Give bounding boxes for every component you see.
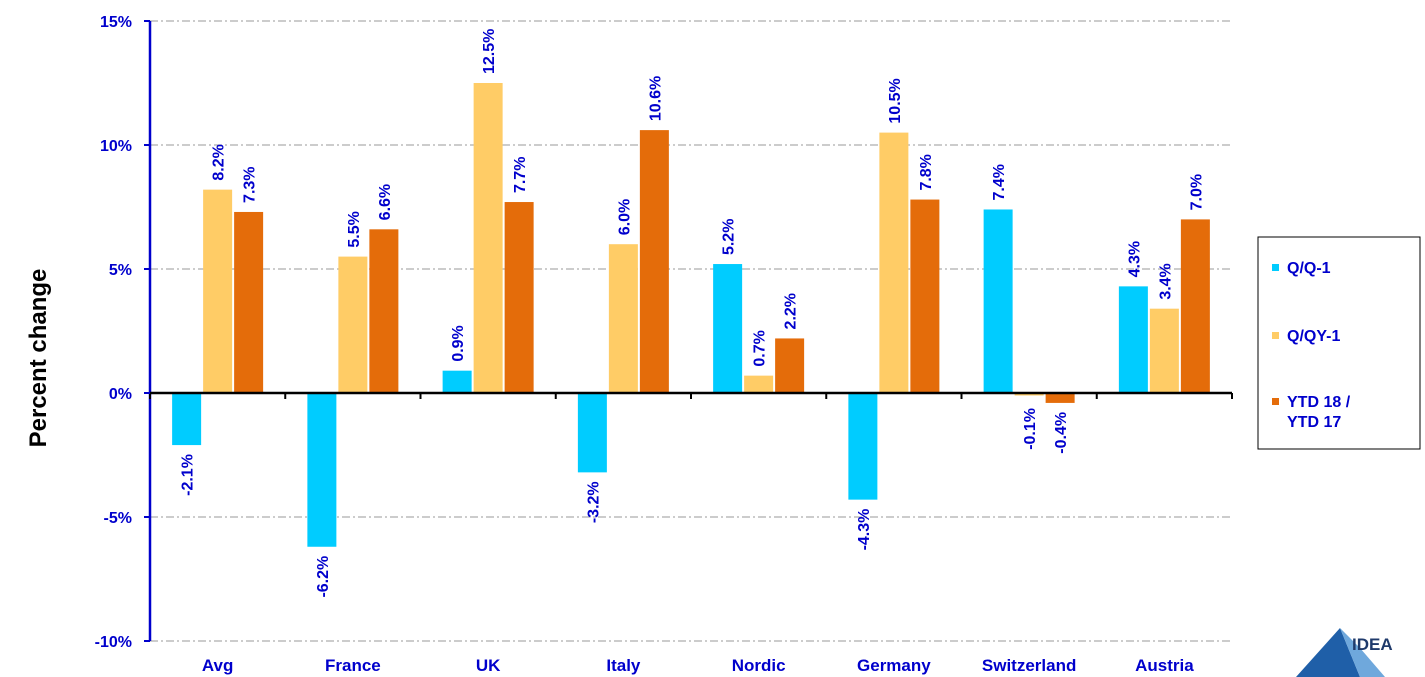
bar	[203, 189, 233, 393]
data-label: 5.5%	[346, 211, 363, 247]
data-label: 10.5%	[887, 78, 904, 123]
x-category-label: Austria	[1135, 656, 1194, 675]
idea-logo: IDEA	[1296, 628, 1393, 677]
data-label: 12.5%	[481, 29, 498, 74]
bar	[848, 393, 878, 500]
legend-swatch	[1272, 398, 1279, 405]
data-label: 7.4%	[991, 164, 1008, 200]
y-tick-label: 10%	[100, 138, 132, 155]
x-category-label: Nordic	[732, 656, 786, 675]
y-tick-label: -10%	[95, 634, 132, 651]
bar	[713, 264, 743, 393]
data-label: 7.3%	[242, 166, 259, 202]
y-axis-label: Percent change	[25, 269, 52, 448]
x-category-label: France	[325, 656, 381, 675]
data-label: -2.1%	[180, 454, 197, 496]
bar	[879, 132, 909, 393]
bar	[910, 199, 940, 393]
legend: Q/Q-1 Q/QY-1 YTD 18 / YTD 17	[1257, 236, 1421, 450]
data-label: 10.6%	[647, 76, 664, 121]
data-label: 4.3%	[1126, 241, 1143, 277]
y-ticks: -10% -5% 0% 5% 10% 15%	[95, 14, 150, 651]
legend-label: YTD 18 /	[1287, 394, 1351, 411]
data-label: 0.9%	[450, 325, 467, 361]
idea-logo-mark-light	[1340, 628, 1385, 677]
bar	[307, 393, 337, 547]
data-label: 7.8%	[918, 154, 935, 190]
idea-logo-mark-icon	[1296, 628, 1360, 677]
bar	[338, 256, 368, 393]
x-category-label: Switzerland	[982, 656, 1076, 675]
data-label: 8.2%	[211, 144, 228, 180]
bar	[442, 370, 472, 393]
legend-swatch	[1272, 332, 1279, 339]
bar	[234, 211, 264, 393]
bar	[983, 209, 1013, 393]
legend-label: Q/Q-1	[1287, 260, 1331, 277]
grid-lines	[150, 20, 1232, 642]
y-tick-label: -5%	[104, 510, 132, 527]
bars	[172, 83, 1210, 547]
bar	[639, 130, 669, 393]
legend-swatch	[1272, 264, 1279, 271]
data-label: -6.2%	[315, 556, 332, 598]
data-label: 6.0%	[616, 199, 633, 235]
bar	[1149, 308, 1179, 393]
data-label: 7.0%	[1188, 174, 1205, 210]
y-tick-label: 0%	[109, 386, 132, 403]
x-category-label: UK	[476, 656, 501, 675]
bar	[775, 338, 805, 393]
data-label: -4.3%	[856, 509, 873, 551]
x-category-label: Italy	[606, 656, 641, 675]
data-label: -0.4%	[1053, 412, 1070, 454]
data-label: -0.1%	[1022, 408, 1039, 450]
bar	[172, 393, 202, 446]
data-label: 5.2%	[721, 219, 738, 255]
data-label: 0.7%	[752, 330, 769, 366]
y-tick-label: 5%	[109, 262, 132, 279]
bar	[369, 229, 399, 393]
logo-text: IDEA	[1352, 635, 1393, 654]
legend-label: Q/QY-1	[1287, 328, 1340, 345]
bar	[608, 244, 638, 393]
bar	[504, 202, 534, 393]
data-label: -3.2%	[585, 481, 602, 523]
data-label: 6.6%	[377, 184, 394, 220]
bar	[744, 375, 774, 393]
bar	[1045, 393, 1075, 403]
y-tick-label: 15%	[100, 14, 132, 31]
x-category-label: Germany	[857, 656, 931, 675]
data-label: 3.4%	[1157, 263, 1174, 299]
x-category-label: Avg	[202, 656, 234, 675]
bar	[1180, 219, 1210, 393]
data-labels: -2.1% -6.2% 0.9% -3.2% 5.2% -4.3% 7.4% 4.3% 8.2%…	[180, 29, 1206, 598]
data-label: 7.7%	[512, 157, 529, 193]
legend-label: YTD 17	[1287, 414, 1341, 431]
bar	[1118, 286, 1148, 393]
x-categories: Avg France UK Italy Nordic Germany Switzerland…	[202, 656, 1194, 675]
bar	[473, 83, 503, 393]
axes	[148, 21, 1233, 641]
legend-box	[1257, 236, 1421, 450]
bar	[577, 393, 607, 473]
data-label: 2.2%	[783, 293, 800, 329]
